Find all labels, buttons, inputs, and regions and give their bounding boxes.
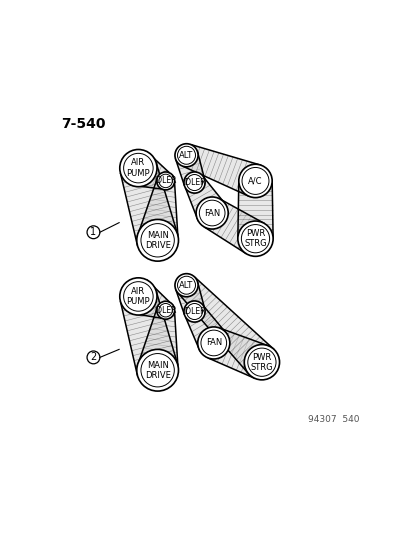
Text: IDLER: IDLER — [183, 178, 205, 187]
Circle shape — [175, 144, 197, 167]
Circle shape — [200, 330, 226, 356]
Text: AIR
PUMP: AIR PUMP — [126, 287, 150, 306]
Text: A/C: A/C — [248, 176, 262, 185]
Polygon shape — [207, 328, 268, 378]
Circle shape — [183, 172, 204, 193]
Circle shape — [177, 276, 195, 294]
Circle shape — [237, 221, 273, 256]
Text: AIR
PUMP: AIR PUMP — [126, 158, 150, 178]
Circle shape — [196, 197, 228, 229]
Text: ALT: ALT — [179, 151, 193, 160]
Circle shape — [87, 226, 100, 239]
Text: FAN: FAN — [205, 338, 221, 348]
Text: 2: 2 — [90, 352, 96, 362]
Polygon shape — [204, 199, 264, 254]
Polygon shape — [237, 181, 273, 239]
Text: ALT: ALT — [179, 281, 193, 290]
Text: 1: 1 — [90, 227, 96, 237]
Circle shape — [241, 224, 269, 253]
Circle shape — [136, 220, 178, 261]
Circle shape — [199, 200, 225, 226]
Text: 7-540: 7-540 — [61, 117, 106, 131]
Circle shape — [186, 174, 202, 191]
Polygon shape — [178, 277, 274, 375]
Circle shape — [175, 273, 197, 297]
Circle shape — [140, 224, 174, 257]
Polygon shape — [137, 180, 178, 243]
Circle shape — [156, 172, 174, 190]
Polygon shape — [130, 151, 169, 189]
Polygon shape — [120, 292, 177, 375]
Text: PWR
STRG: PWR STRG — [250, 352, 273, 372]
Circle shape — [159, 303, 172, 317]
Text: MAIN
DRIVE: MAIN DRIVE — [145, 231, 170, 250]
Text: IDLER: IDLER — [154, 306, 176, 314]
Text: FAN: FAN — [204, 208, 220, 217]
Polygon shape — [120, 163, 177, 246]
Text: IDLER: IDLER — [154, 176, 176, 185]
Circle shape — [177, 146, 195, 164]
Circle shape — [156, 301, 174, 319]
Circle shape — [119, 278, 157, 315]
Circle shape — [136, 349, 178, 391]
Circle shape — [197, 327, 229, 359]
Circle shape — [159, 174, 172, 188]
Text: 94307  540: 94307 540 — [308, 415, 359, 424]
Circle shape — [238, 164, 271, 198]
Circle shape — [123, 154, 153, 183]
Polygon shape — [185, 306, 227, 351]
Polygon shape — [182, 144, 261, 197]
Circle shape — [87, 351, 100, 364]
Polygon shape — [130, 280, 169, 318]
Polygon shape — [137, 309, 178, 373]
Circle shape — [183, 301, 204, 322]
Circle shape — [244, 344, 279, 380]
Circle shape — [186, 303, 202, 320]
Circle shape — [247, 348, 275, 376]
Circle shape — [119, 149, 157, 187]
Polygon shape — [185, 177, 225, 221]
Circle shape — [140, 353, 174, 387]
Circle shape — [123, 281, 153, 311]
Text: MAIN
DRIVE: MAIN DRIVE — [145, 360, 170, 380]
Polygon shape — [175, 152, 204, 185]
Text: PWR
STRG: PWR STRG — [244, 229, 266, 248]
Text: IDLER: IDLER — [183, 307, 205, 316]
Polygon shape — [175, 282, 204, 314]
Circle shape — [242, 167, 268, 195]
